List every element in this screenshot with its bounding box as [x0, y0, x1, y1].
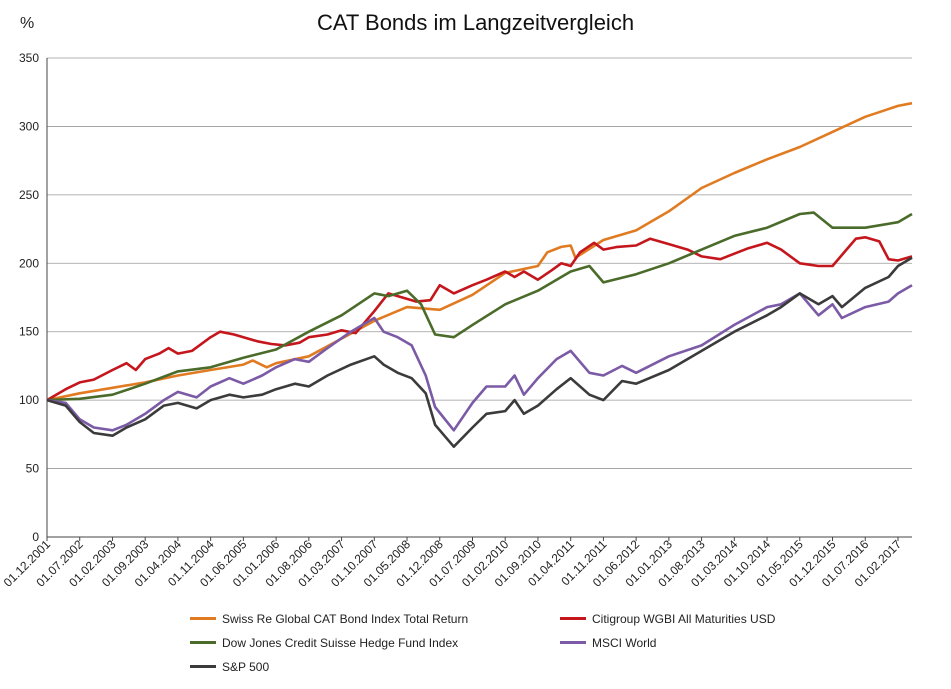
- legend-item: Swiss Re Global CAT Bond Index Total Ret…: [190, 612, 468, 626]
- x-axis: 01.12.200101.07.200201.02.200301.09.2003…: [1, 537, 905, 590]
- legend-label: Citigroup WGBI All Maturities USD: [592, 612, 776, 626]
- legend-label: Dow Jones Credit Suisse Hedge Fund Index: [222, 636, 459, 650]
- series-line-3: [46, 284, 913, 432]
- legend-item: MSCI World: [560, 636, 656, 650]
- y-axis: 0 50 100 150 200 250 300 350: [19, 51, 48, 544]
- y-tick-label: 350: [19, 51, 39, 65]
- legend-swatch: [190, 641, 216, 645]
- gridlines: [47, 57, 912, 538]
- y-tick-label: 300: [19, 119, 39, 133]
- series-lines: [46, 101, 913, 448]
- legend-item: Dow Jones Credit Suisse Hedge Fund Index: [190, 636, 458, 650]
- y-tick-label: 150: [19, 325, 39, 339]
- legend-item: S&P 500: [190, 660, 269, 674]
- y-tick-label: 250: [19, 188, 39, 202]
- y-axis-label: %: [20, 15, 34, 32]
- legend-swatch: [560, 641, 586, 645]
- y-tick-label: 200: [19, 256, 39, 270]
- y-tick-label: 0: [32, 530, 39, 544]
- series-line-1: [46, 236, 913, 402]
- legend-label: S&P 500: [222, 660, 270, 674]
- y-tick-label: 100: [19, 393, 39, 407]
- legend-swatch: [560, 617, 586, 621]
- legend-label: MSCI World: [592, 636, 657, 650]
- chart-title: CAT Bonds im Langzeitvergleich: [316, 10, 635, 35]
- series-line-2: [46, 211, 913, 402]
- series-line-4: [46, 256, 913, 448]
- legend-swatch: [190, 665, 216, 669]
- legend-swatch: [190, 617, 216, 621]
- legend-label: Swiss Re Global CAT Bond Index Total Ret…: [222, 612, 469, 626]
- legend-item: Citigroup WGBI All Maturities USD: [560, 612, 775, 626]
- y-tick-label: 50: [26, 462, 40, 476]
